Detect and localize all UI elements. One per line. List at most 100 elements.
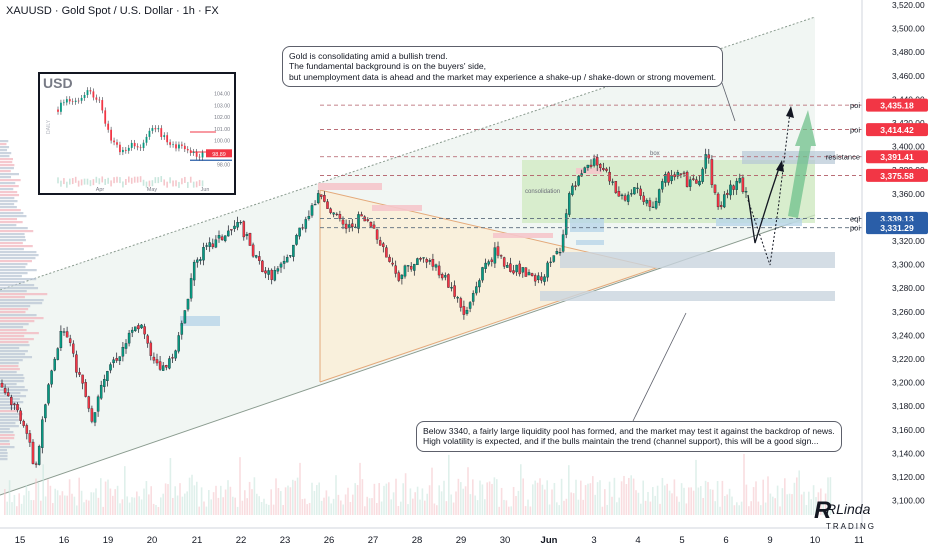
volume-profile-bar bbox=[0, 392, 21, 395]
volume-bar bbox=[505, 500, 508, 515]
bottom-annotation-line: High volatility is expected, and if the … bbox=[423, 436, 819, 447]
volume-bar bbox=[215, 485, 217, 515]
volume-bar bbox=[241, 500, 244, 515]
inset-volume-bar bbox=[104, 178, 106, 185]
volume-bar bbox=[508, 506, 510, 515]
volume-bar bbox=[4, 489, 6, 515]
candle-body bbox=[478, 280, 481, 288]
volume-profile-bar bbox=[0, 434, 15, 437]
volume-bar bbox=[652, 487, 654, 515]
volume-profile-bar bbox=[0, 395, 27, 398]
volume-profile-bar bbox=[0, 194, 20, 197]
time-tick-label: 19 bbox=[103, 535, 114, 546]
candle-body bbox=[589, 164, 593, 167]
candle-body bbox=[180, 323, 184, 335]
volume-profile-bar bbox=[0, 374, 24, 377]
inset-volume-bar bbox=[128, 176, 130, 183]
volume-profile-bar bbox=[0, 305, 31, 308]
volume-profile-bar bbox=[0, 326, 24, 329]
candle-body bbox=[490, 259, 494, 262]
candle-body bbox=[313, 204, 317, 206]
volume-bar bbox=[786, 494, 788, 515]
candle-body bbox=[177, 335, 180, 352]
volume-bar bbox=[515, 495, 517, 515]
candle-body bbox=[208, 242, 211, 247]
inset-candle-body bbox=[195, 151, 198, 157]
candle-body bbox=[735, 180, 738, 190]
volume-bar bbox=[378, 483, 380, 515]
time-tick-label: 21 bbox=[192, 535, 203, 546]
inset-volume-bar bbox=[89, 180, 92, 187]
volume-bar bbox=[205, 506, 208, 515]
candle-body bbox=[444, 275, 447, 278]
volume-bar bbox=[124, 466, 126, 515]
volume-profile-bar bbox=[0, 158, 13, 161]
candle-body bbox=[199, 259, 202, 261]
volume-profile-bar bbox=[0, 431, 14, 434]
price-tag-label: 3,331.29 bbox=[880, 223, 914, 233]
volume-profile-bar bbox=[0, 356, 33, 359]
price-tag-label: 3,339.13 bbox=[880, 214, 914, 224]
volume-profile-bar bbox=[0, 353, 26, 356]
inset-volume-bar bbox=[166, 181, 168, 188]
volume-bar bbox=[472, 479, 474, 515]
inset-volume-bar bbox=[148, 180, 151, 187]
volume-profile-bar bbox=[0, 299, 44, 302]
volume-bar bbox=[678, 501, 680, 515]
candle-body bbox=[28, 433, 32, 443]
candle-body bbox=[295, 235, 298, 245]
inset-candle-body bbox=[89, 90, 92, 92]
volume-bar bbox=[596, 482, 599, 515]
inset-candle-body bbox=[160, 128, 163, 137]
volume-bar bbox=[750, 501, 752, 515]
volume-bar bbox=[548, 504, 551, 515]
inset-volume-bar bbox=[86, 178, 89, 185]
volume-bar bbox=[640, 503, 642, 515]
volume-bar bbox=[220, 485, 222, 515]
volume-bar bbox=[764, 502, 767, 515]
volume-bar bbox=[565, 498, 568, 515]
candle-body bbox=[558, 252, 562, 254]
volume-bar bbox=[784, 478, 786, 515]
consolidation-zone bbox=[522, 160, 815, 223]
candle-body bbox=[171, 357, 174, 359]
volume-profile-bar bbox=[0, 416, 19, 419]
candle-body bbox=[710, 159, 714, 185]
volume-bar bbox=[539, 478, 541, 515]
candle-body bbox=[670, 175, 673, 182]
volume-bar bbox=[412, 498, 414, 515]
volume-bar bbox=[817, 492, 820, 515]
candle-body bbox=[611, 181, 614, 183]
volume-bar bbox=[767, 476, 769, 515]
candle-body bbox=[106, 371, 109, 382]
volume-bar bbox=[793, 482, 796, 515]
candle-body bbox=[431, 259, 435, 267]
inset-side-label: DAILY bbox=[46, 119, 52, 134]
volume-bar bbox=[184, 493, 186, 515]
volume-profile-bar bbox=[0, 200, 18, 203]
inset-candle-body bbox=[122, 149, 124, 153]
volume-bar bbox=[140, 499, 143, 515]
candle-body bbox=[301, 227, 304, 229]
projection-path-1 bbox=[747, 164, 781, 244]
candle-body bbox=[78, 372, 81, 375]
volume-bar bbox=[56, 490, 59, 515]
volume-bar bbox=[92, 492, 95, 515]
inset-price-tag bbox=[206, 149, 232, 158]
inset-volume-bar bbox=[187, 181, 189, 188]
volume-bar bbox=[265, 503, 268, 515]
volume-bar bbox=[493, 477, 496, 515]
volume-profile-bar bbox=[0, 182, 16, 185]
volume-bar bbox=[534, 480, 536, 515]
candle-body bbox=[183, 310, 187, 324]
candle-body bbox=[685, 171, 689, 187]
volume-profile-bar bbox=[0, 173, 19, 176]
volume-bar bbox=[325, 490, 328, 515]
volume-profile-bar bbox=[0, 446, 15, 449]
volume-bar bbox=[385, 483, 388, 515]
projection-arrow-head-1 bbox=[776, 160, 784, 172]
candle-body bbox=[726, 192, 729, 195]
volume-bar bbox=[42, 464, 44, 515]
